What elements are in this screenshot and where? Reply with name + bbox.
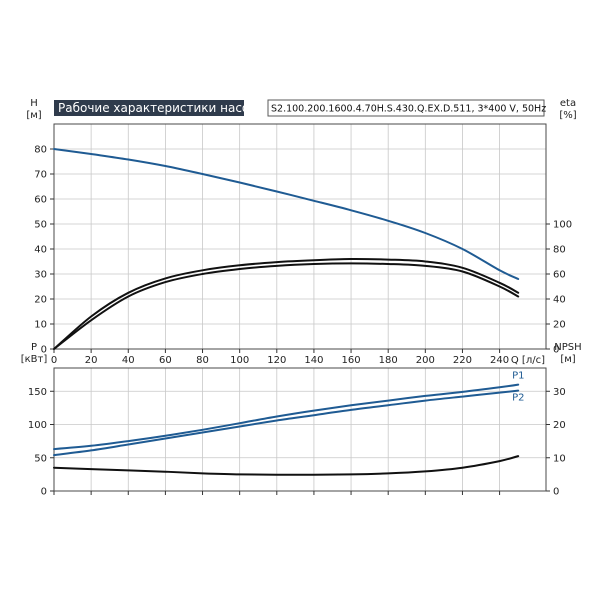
model-label: S2.100.200.1600.4.70H.S.430.Q.EX.D.511, … — [271, 104, 546, 115]
y-left-axis-label: H — [30, 98, 38, 109]
y-left-tick-label: 0 — [41, 345, 47, 356]
bottom-panel: 0 50 100 150 0 10 20 30 P[кВт] NPSH[м] P1 P2 — [21, 342, 582, 498]
y-left-tick-label: 10 — [34, 320, 47, 331]
y-right-axis-unit: [%] — [559, 110, 576, 121]
y-right-axis-label: eta — [560, 98, 576, 109]
x-tick-label: 100 — [230, 355, 249, 366]
x-tick-label: 60 — [159, 355, 172, 366]
y-right-axis-label: NPSH — [554, 342, 581, 353]
y-left-tick-label: 20 — [34, 295, 47, 306]
x-tick-label: 80 — [196, 355, 209, 366]
y-left-axis-label: P — [31, 342, 37, 353]
x-tick-label: 180 — [379, 355, 398, 366]
model-box — [267, 99, 545, 117]
y-left-tick-label: 0 — [41, 487, 47, 498]
y-left-tick-label: 80 — [34, 145, 47, 156]
y-left-tick-label: 50 — [34, 220, 47, 231]
series-line-p1 — [53, 383, 520, 451]
bottom-panel-frame — [53, 367, 547, 492]
series-line-head — [53, 148, 520, 280]
x-tick-label: 0 — [51, 355, 57, 366]
x-tick-label: 220 — [453, 355, 472, 366]
y-left-tick-label: 70 — [34, 170, 47, 181]
chart-title: Рабочие характеристики насоса — [58, 101, 263, 115]
y-left-tick-label: 150 — [28, 387, 47, 398]
x-tick-label: 120 — [267, 355, 286, 366]
y-right-axis-unit: [м] — [560, 354, 575, 365]
y-left-tick-label: 40 — [34, 245, 47, 256]
y-left-axis-unit: [кВт] — [21, 354, 48, 365]
x-tick-label: 20 — [85, 355, 98, 366]
y-right-tick-label: 100 — [553, 220, 572, 231]
y-right-tick-label: 0 — [553, 487, 559, 498]
chart-header: Рабочие характеристики насоса S2.100.200… — [54, 99, 546, 117]
top-panel: 0 20 40 60 80 100 120 140 160 180 200 220 2400102030… — [26, 98, 576, 366]
top-panel-frame — [53, 123, 547, 350]
title-box — [54, 100, 244, 116]
x-tick-label: 240 — [490, 355, 509, 366]
x-tick-label: 160 — [342, 355, 361, 366]
series-line-npsh — [53, 455, 520, 476]
y-right-tick-label: 20 — [553, 320, 566, 331]
y-right-tick-label: 10 — [553, 453, 566, 464]
y-left-tick-label: 100 — [28, 420, 47, 431]
y-left-axis-unit: [м] — [26, 110, 41, 121]
series-line-p2 — [53, 389, 520, 457]
y-left-tick-label: 50 — [34, 453, 47, 464]
series-line-efficiency-2 — [53, 262, 520, 350]
y-right-tick-label: 30 — [553, 387, 566, 398]
y-left-tick-label: 30 — [34, 270, 47, 281]
series-label-p2: P2 — [512, 393, 524, 404]
y-right-tick-label: 60 — [553, 270, 566, 281]
y-right-tick-label: 40 — [553, 295, 566, 306]
x-tick-label: 200 — [416, 355, 435, 366]
y-right-tick-label: 20 — [553, 420, 566, 431]
x-axis-label: Q [л/с] — [511, 355, 545, 366]
series-line-efficiency-1 — [53, 257, 520, 350]
series-label-p1: P1 — [512, 371, 524, 382]
y-right-tick-label: 80 — [553, 245, 566, 256]
y-left-tick-label: 60 — [34, 195, 47, 206]
x-tick-label: 40 — [122, 355, 135, 366]
x-tick-label: 140 — [304, 355, 323, 366]
y-right-tick-label: 0 — [553, 345, 559, 356]
